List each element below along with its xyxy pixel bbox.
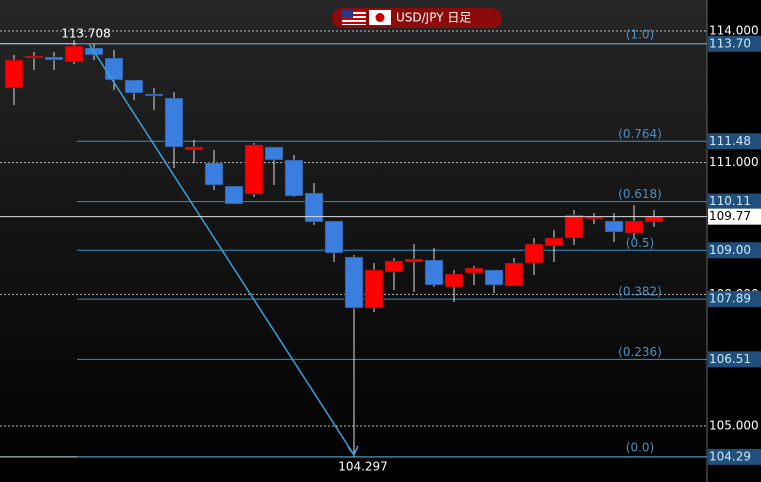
candle-body xyxy=(404,258,424,263)
candle-body xyxy=(244,144,264,195)
candle-body xyxy=(564,214,584,239)
fib-value-label: 109.00 xyxy=(709,243,751,257)
candle-body xyxy=(544,237,564,247)
low-label: 104.297 xyxy=(338,459,388,473)
current-price-bg xyxy=(708,208,761,225)
fib-ratio-label: (0.382) xyxy=(618,285,662,299)
candle-body xyxy=(524,243,544,264)
candle-body xyxy=(584,216,604,220)
fib-value-label: 104.29 xyxy=(709,449,751,463)
fib-ratio-label: (0.764) xyxy=(618,127,662,141)
candle-body xyxy=(264,146,284,161)
fib-ratio-label: (0.0) xyxy=(626,440,654,454)
candle-body xyxy=(444,273,464,288)
candle-body xyxy=(204,162,224,186)
fib-ratio-label: (1.0) xyxy=(626,27,654,41)
current-price-label: 109.77 xyxy=(709,209,751,223)
candle-body xyxy=(344,256,364,309)
tick-label-bg xyxy=(708,154,761,171)
fib-value-label: 106.51 xyxy=(709,352,751,366)
fib-ratio-label: (0.5) xyxy=(626,236,654,250)
tick-label-bg xyxy=(708,22,761,39)
fib-value-bg xyxy=(708,242,761,259)
fib-value-bg xyxy=(708,193,761,210)
tick-label-bg xyxy=(708,417,761,434)
candle-body xyxy=(604,220,624,233)
high-label: 113.708 xyxy=(61,26,111,40)
candle-body xyxy=(624,220,644,234)
candle-body xyxy=(304,192,324,223)
candle-body xyxy=(104,57,124,81)
candle-body xyxy=(324,220,344,254)
chart-title: USD/JPY 日足 xyxy=(396,11,471,25)
candle-body xyxy=(504,262,524,287)
candle-body xyxy=(424,259,444,286)
y-tick-label: 105.000 xyxy=(709,418,759,432)
fib-value-label: 110.11 xyxy=(709,194,751,208)
candle-body xyxy=(384,260,404,273)
fib-value-label: 113.70 xyxy=(709,36,751,50)
fib-ratio-label: (0.236) xyxy=(618,345,662,359)
fib-value-bg xyxy=(708,133,761,150)
fib-value-bg xyxy=(708,291,761,308)
fib-value-bg xyxy=(708,448,761,465)
candle-body xyxy=(224,185,244,205)
candle-body xyxy=(284,159,304,197)
candle-body xyxy=(144,93,164,97)
trend-line xyxy=(88,43,355,456)
fib-value-bg xyxy=(708,35,761,52)
candle-body xyxy=(44,56,64,61)
title-badge: USD/JPY 日足 xyxy=(332,8,502,28)
fib-value-bg xyxy=(708,351,761,368)
candle-body xyxy=(484,269,504,286)
candle-body xyxy=(364,269,384,309)
candle-body xyxy=(64,45,84,63)
candle-body xyxy=(644,216,664,223)
fib-value-label: 111.48 xyxy=(709,134,751,148)
axis-background xyxy=(707,0,761,482)
candle-body xyxy=(164,97,184,148)
fib-ratio-label: (0.618) xyxy=(618,187,662,201)
arrow-head xyxy=(347,445,359,457)
y-tick-label: 111.000 xyxy=(709,155,759,169)
candle-body xyxy=(464,267,484,274)
candle-body xyxy=(4,59,24,89)
y-tick-label: 114.000 xyxy=(709,23,759,37)
fib-value-label: 107.89 xyxy=(709,292,751,306)
candle-body xyxy=(184,146,204,151)
candle-body xyxy=(124,79,144,94)
candle-body xyxy=(24,55,44,59)
